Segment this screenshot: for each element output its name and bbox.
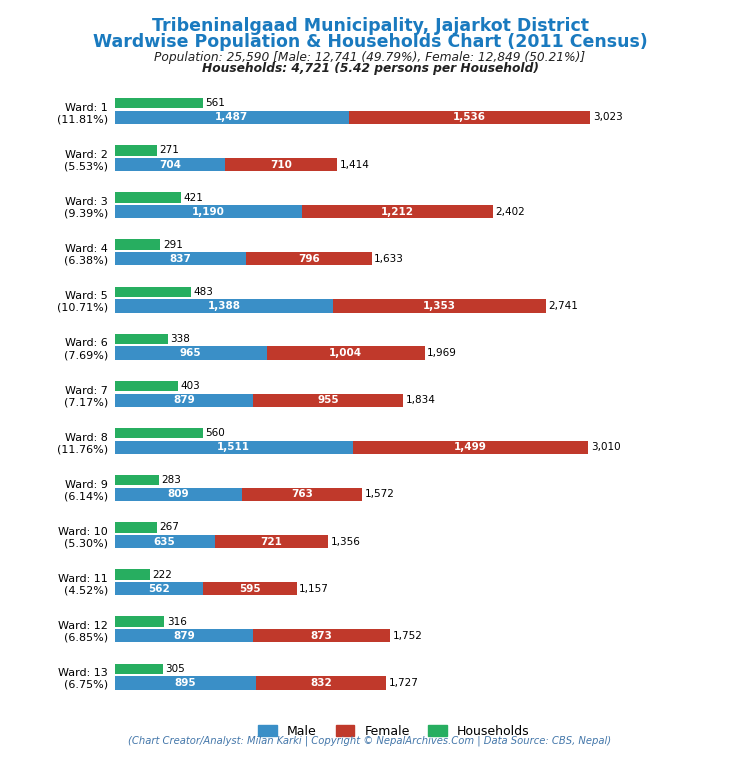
Text: 1,969: 1,969 bbox=[427, 348, 457, 358]
Bar bbox=[115, 98, 203, 108]
Text: 1,388: 1,388 bbox=[207, 301, 240, 311]
Bar bbox=[115, 240, 161, 250]
Bar bbox=[115, 428, 203, 439]
Text: 1,487: 1,487 bbox=[215, 112, 249, 122]
Bar bbox=[253, 393, 403, 407]
Bar bbox=[242, 488, 362, 501]
Text: 832: 832 bbox=[310, 678, 332, 688]
Bar bbox=[115, 192, 181, 203]
Text: 1,414: 1,414 bbox=[340, 160, 369, 170]
Text: 1,212: 1,212 bbox=[381, 207, 414, 217]
Text: 560: 560 bbox=[205, 428, 225, 439]
Bar bbox=[115, 158, 226, 171]
Bar bbox=[115, 111, 349, 124]
Bar bbox=[115, 617, 164, 627]
Text: 222: 222 bbox=[152, 570, 172, 580]
Text: 338: 338 bbox=[170, 334, 190, 344]
Bar bbox=[115, 205, 302, 218]
Bar bbox=[246, 252, 371, 266]
Bar bbox=[115, 346, 266, 359]
Text: 1,004: 1,004 bbox=[329, 348, 362, 358]
Bar bbox=[115, 252, 246, 266]
Bar bbox=[115, 286, 191, 297]
Text: 635: 635 bbox=[154, 537, 175, 547]
Text: 1,752: 1,752 bbox=[393, 631, 423, 641]
Text: 879: 879 bbox=[173, 631, 195, 641]
Bar bbox=[115, 582, 204, 595]
Bar bbox=[115, 677, 255, 690]
Text: 710: 710 bbox=[270, 160, 292, 170]
Bar bbox=[115, 475, 159, 485]
Text: 837: 837 bbox=[169, 253, 192, 263]
Bar bbox=[253, 629, 391, 642]
Text: 1,633: 1,633 bbox=[374, 253, 404, 263]
Text: 721: 721 bbox=[260, 537, 282, 547]
Bar bbox=[333, 300, 546, 313]
Text: Tribeninalgaad Municipality, Jajarkot District: Tribeninalgaad Municipality, Jajarkot Di… bbox=[152, 17, 588, 35]
Text: 1,511: 1,511 bbox=[217, 442, 250, 452]
Bar bbox=[302, 205, 493, 218]
Text: 316: 316 bbox=[166, 617, 186, 627]
Text: 267: 267 bbox=[159, 522, 179, 532]
Text: 2,402: 2,402 bbox=[495, 207, 525, 217]
Bar bbox=[115, 300, 333, 313]
Text: 562: 562 bbox=[148, 584, 169, 594]
Text: 879: 879 bbox=[173, 396, 195, 406]
Text: 271: 271 bbox=[160, 145, 180, 155]
Bar bbox=[255, 677, 386, 690]
Text: 1,572: 1,572 bbox=[365, 489, 394, 499]
Text: 704: 704 bbox=[159, 160, 181, 170]
Text: 1,727: 1,727 bbox=[388, 678, 419, 688]
Text: 763: 763 bbox=[291, 489, 313, 499]
Text: 305: 305 bbox=[165, 664, 185, 674]
Bar bbox=[115, 535, 215, 548]
Text: 1,353: 1,353 bbox=[423, 301, 456, 311]
Text: 403: 403 bbox=[181, 381, 201, 391]
Text: 796: 796 bbox=[298, 253, 320, 263]
Text: 873: 873 bbox=[311, 631, 333, 641]
Bar bbox=[215, 535, 328, 548]
Text: 1,356: 1,356 bbox=[331, 537, 360, 547]
Text: 895: 895 bbox=[175, 678, 196, 688]
Bar bbox=[226, 158, 337, 171]
Bar bbox=[266, 346, 425, 359]
Text: Households: 4,721 (5.42 persons per Household): Households: 4,721 (5.42 persons per Hous… bbox=[201, 62, 539, 75]
Text: Population: 25,590 [Male: 12,741 (49.79%), Female: 12,849 (50.21%)]: Population: 25,590 [Male: 12,741 (49.79%… bbox=[155, 51, 585, 64]
Text: 3,023: 3,023 bbox=[593, 112, 622, 122]
Text: 3,010: 3,010 bbox=[591, 442, 620, 452]
Text: 809: 809 bbox=[167, 489, 189, 499]
Text: 1,834: 1,834 bbox=[406, 396, 436, 406]
Text: 1,190: 1,190 bbox=[192, 207, 225, 217]
Text: 1,157: 1,157 bbox=[299, 584, 329, 594]
Bar bbox=[204, 582, 297, 595]
Bar bbox=[115, 488, 242, 501]
Text: 561: 561 bbox=[206, 98, 225, 108]
Text: 421: 421 bbox=[184, 193, 204, 203]
Bar bbox=[115, 441, 352, 454]
Text: 965: 965 bbox=[180, 348, 201, 358]
Bar bbox=[115, 522, 157, 532]
Text: 595: 595 bbox=[239, 584, 260, 594]
Text: 291: 291 bbox=[163, 240, 183, 250]
Bar bbox=[115, 664, 163, 674]
Bar bbox=[352, 441, 588, 454]
Text: 1,536: 1,536 bbox=[453, 112, 486, 122]
Bar bbox=[115, 334, 168, 344]
Text: 483: 483 bbox=[193, 286, 213, 296]
Text: 955: 955 bbox=[317, 396, 339, 406]
Bar bbox=[115, 629, 253, 642]
Text: 283: 283 bbox=[161, 475, 181, 485]
Bar bbox=[115, 393, 253, 407]
Legend: Male, Female, Households: Male, Female, Households bbox=[253, 720, 535, 743]
Text: 2,741: 2,741 bbox=[548, 301, 579, 311]
Bar bbox=[115, 381, 178, 391]
Bar bbox=[349, 111, 591, 124]
Text: Wardwise Population & Households Chart (2011 Census): Wardwise Population & Households Chart (… bbox=[92, 33, 648, 51]
Text: (Chart Creator/Analyst: Milan Karki | Copyright © NepalArchives.Com | Data Sourc: (Chart Creator/Analyst: Milan Karki | Co… bbox=[129, 736, 611, 746]
Bar bbox=[115, 569, 149, 580]
Text: 1,499: 1,499 bbox=[454, 442, 487, 452]
Bar bbox=[115, 145, 158, 156]
